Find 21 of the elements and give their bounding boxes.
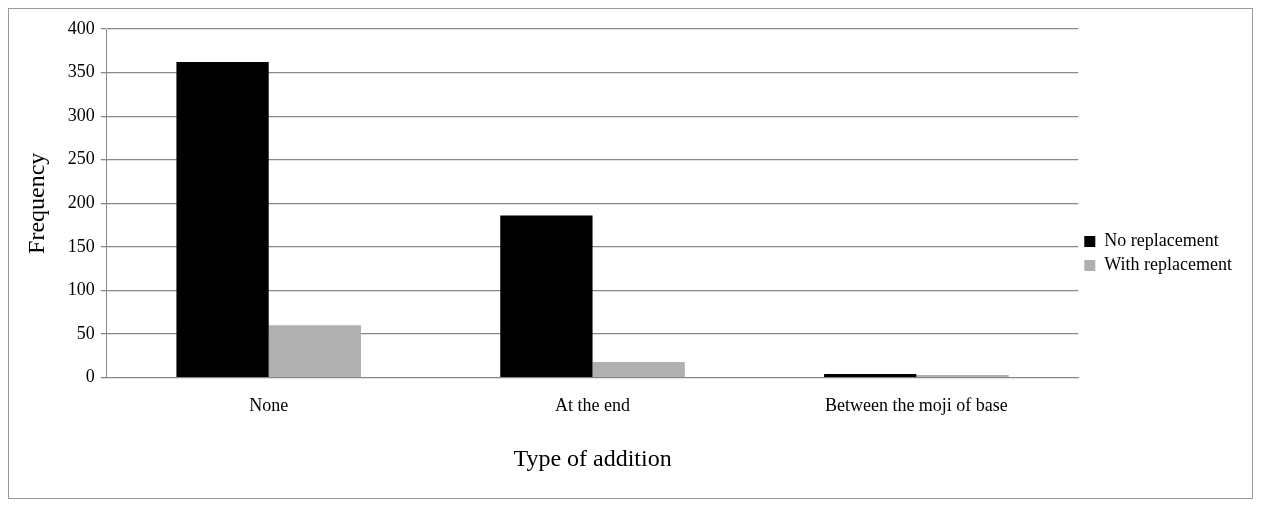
bar <box>500 215 593 377</box>
y-tick-label: 100 <box>67 279 95 300</box>
x-tick-label: At the end <box>555 395 631 416</box>
legend-label: No replacement <box>1104 230 1219 251</box>
y-tick-label: 150 <box>67 235 95 256</box>
y-tick-label: 250 <box>67 148 95 169</box>
y-axis-title: Frequency <box>22 152 49 254</box>
y-tick-label: 50 <box>76 322 95 343</box>
y-tick-label: 200 <box>67 192 95 213</box>
bar <box>824 374 917 377</box>
x-tick-label: None <box>249 395 289 416</box>
bar <box>268 325 362 377</box>
y-tick-label: 0 <box>85 366 95 387</box>
y-tick-label: 300 <box>67 104 95 125</box>
bar <box>592 361 685 377</box>
x-tick-label: Between the moji of base <box>824 395 1008 416</box>
y-tick-label: 350 <box>67 61 95 82</box>
bar <box>176 62 269 377</box>
x-axis-title: Type of addition <box>513 444 672 471</box>
legend-label: With replacement <box>1104 254 1232 275</box>
y-tick-label: 400 <box>67 17 95 38</box>
